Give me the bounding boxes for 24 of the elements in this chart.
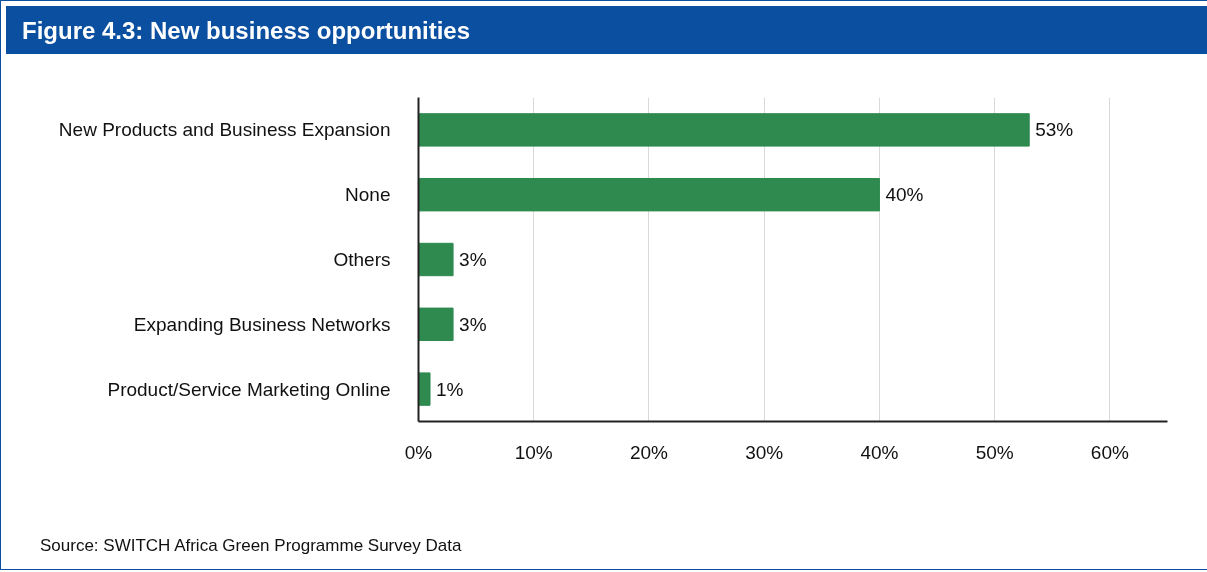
data-label: 3% <box>459 313 487 335</box>
y-tick-label: Others <box>333 249 391 270</box>
x-tick-label: 10% <box>514 441 553 463</box>
bar <box>418 113 1030 147</box>
y-tick-label: Product/Service Marketing Online <box>107 378 391 400</box>
bar <box>418 242 454 277</box>
x-tick-label: 50% <box>975 441 1014 463</box>
bar <box>418 372 431 406</box>
y-tick-label: None <box>345 184 391 206</box>
data-label: 40% <box>885 184 924 206</box>
y-tick-label: Expanding Business Networks <box>133 313 391 335</box>
x-tick-label: 20% <box>629 441 669 463</box>
data-label: 1% <box>436 378 464 400</box>
data-label: 3% <box>459 249 487 270</box>
bar <box>418 178 880 212</box>
data-label: 53% <box>1035 119 1074 141</box>
x-tick-label: 40% <box>860 441 899 463</box>
x-tick-label: 30% <box>745 441 784 463</box>
bar <box>418 307 454 341</box>
y-tick-label: New Products and Business Expansion <box>58 119 391 141</box>
x-tick-label: 0% <box>404 441 433 463</box>
x-tick-label: 60% <box>1090 441 1129 463</box>
source-note: Source: SWITCH Africa Green Programme Survey Data <box>40 535 462 557</box>
chart-title: Figure 4.3: New business opportunities <box>22 16 471 46</box>
